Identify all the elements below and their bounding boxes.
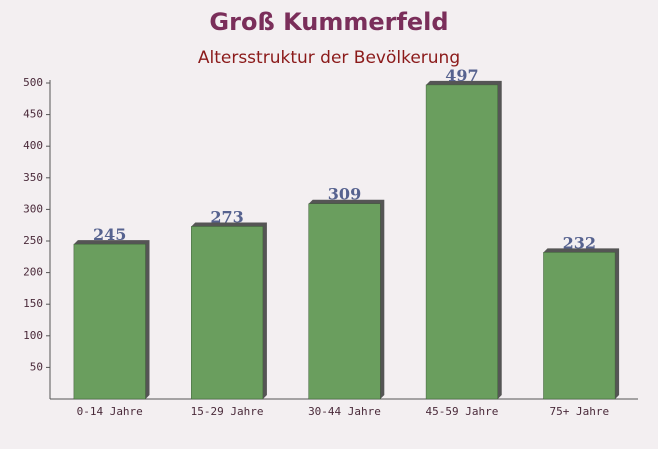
y-tick-label: 50 [30,360,43,373]
x-tick-label: 30-44 Jahre [308,405,381,418]
x-tick-label: 45-59 Jahre [425,405,498,418]
value-label: 309 [328,185,361,204]
x-tick-label: 15-29 Jahre [191,405,264,418]
y-tick-label: 450 [23,108,43,121]
y-tick-label: 100 [23,329,43,342]
x-tick-label: 0-14 Jahre [77,405,143,418]
bar [73,243,146,400]
y-tick-label: 400 [23,139,43,152]
y-tick-label: 300 [23,202,43,215]
bar [543,252,616,400]
chart-subtitle: Altersstruktur der Bevölkerung [198,48,460,68]
value-label: 245 [93,225,126,244]
y-tick-label: 150 [23,297,43,310]
y-tick-label: 200 [23,266,43,279]
chart-title: Groß Kummerfeld [209,8,448,36]
bar [308,203,381,400]
value-label: 273 [210,207,243,226]
value-label: 232 [563,233,596,252]
bar [425,84,498,400]
bar [191,226,264,400]
value-label: 497 [445,66,478,85]
y-tick-label: 350 [23,171,43,184]
x-tick-label: 75+ Jahre [549,405,609,418]
y-tick-label: 250 [23,234,43,247]
y-tick-label: 500 [23,76,43,89]
